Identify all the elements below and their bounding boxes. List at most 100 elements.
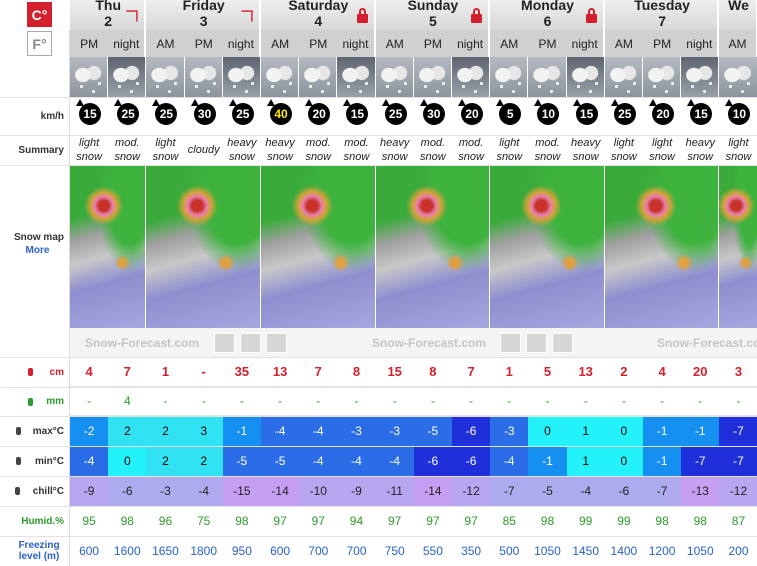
weather-icon xyxy=(604,57,643,97)
snowflake xyxy=(729,85,733,88)
lock-shackle xyxy=(587,8,595,16)
foot-cell xyxy=(299,328,338,357)
row-label: km/h xyxy=(40,110,64,122)
snowflake xyxy=(321,90,325,93)
expand-icon[interactable] xyxy=(126,10,138,22)
min-temp: -1 xyxy=(643,446,682,476)
snow-cell: - xyxy=(184,357,223,387)
min-temp: -4 xyxy=(490,446,529,476)
snow-cell: 7 xyxy=(452,357,491,387)
more-link[interactable]: More xyxy=(25,244,50,256)
day-name: Tuesday xyxy=(634,0,690,13)
snowflake xyxy=(385,85,389,88)
freezing-level: 1450 xyxy=(572,544,600,558)
rain-cell: - xyxy=(719,387,757,416)
freezing-level: 1050 xyxy=(534,544,561,558)
fahrenheit-button[interactable]: F° xyxy=(27,31,52,56)
snowflake xyxy=(747,82,751,85)
max-temp: -3 xyxy=(490,416,529,446)
summary: mod. snow xyxy=(114,137,141,163)
snowflake xyxy=(423,85,427,88)
snow-cell: 13 xyxy=(261,357,300,387)
chill-temp: -14 xyxy=(261,476,300,506)
lock-icon[interactable] xyxy=(585,14,597,23)
foot-cell xyxy=(337,328,376,357)
wind-arrow xyxy=(267,99,275,106)
wind-arrow xyxy=(496,99,505,106)
snowflake xyxy=(550,90,554,93)
snow-cell: 15 xyxy=(375,357,414,387)
map-control[interactable] xyxy=(552,333,573,353)
row-line xyxy=(0,536,757,537)
snow-map xyxy=(261,165,376,328)
period: AM xyxy=(604,30,643,57)
snowflake xyxy=(250,82,254,85)
lock-icon[interactable] xyxy=(356,14,368,23)
map-control[interactable] xyxy=(240,333,261,353)
snowflake xyxy=(206,90,210,93)
foot-cell xyxy=(681,328,720,357)
max-temp: 0 xyxy=(604,416,643,446)
wind-speed: 25 xyxy=(384,103,407,125)
summary: mod. snow xyxy=(458,137,484,163)
min-temp: 0 xyxy=(604,446,643,476)
day-name: Saturday xyxy=(288,0,349,13)
day-date: 4 xyxy=(314,13,323,29)
row-line xyxy=(0,97,757,98)
wind-arrow xyxy=(534,99,543,106)
snowflake xyxy=(168,90,172,93)
humidity: 98 xyxy=(120,514,134,528)
chill-temp: -12 xyxy=(719,476,757,506)
day-header xyxy=(604,0,720,30)
label-icon xyxy=(15,487,20,495)
min-temp: -5 xyxy=(222,446,261,476)
wind-speed: 25 xyxy=(117,103,140,125)
min-temp: -7 xyxy=(719,446,757,476)
humidity: 85 xyxy=(502,514,516,528)
celsius-button[interactable]: C° xyxy=(27,2,52,27)
weather-icon xyxy=(413,57,452,97)
period: PM xyxy=(643,30,682,57)
day-date: 2 xyxy=(104,13,113,29)
max-temp: -2 xyxy=(70,416,109,446)
weather-icon xyxy=(528,57,567,97)
day-header xyxy=(375,0,491,30)
row-label: cm xyxy=(49,366,64,378)
humidity: 75 xyxy=(197,514,211,528)
max-temp: -3 xyxy=(337,416,376,446)
expand-icon[interactable] xyxy=(241,10,253,22)
foot-cell xyxy=(413,328,452,357)
map-control[interactable] xyxy=(266,333,287,353)
foot-cell xyxy=(719,328,757,357)
period: night xyxy=(452,30,491,57)
lock-icon[interactable] xyxy=(471,14,483,23)
snowflake xyxy=(118,85,122,88)
weather-icon xyxy=(184,57,223,97)
period: night xyxy=(337,30,376,57)
map-control[interactable] xyxy=(500,333,521,353)
max-temp: -1 xyxy=(681,416,720,446)
rain-cell: - xyxy=(70,387,109,416)
snow-cell: 1 xyxy=(146,357,185,387)
snowflake xyxy=(98,82,101,85)
snow-map xyxy=(490,165,605,328)
snowflake xyxy=(194,85,198,88)
snow-map xyxy=(146,165,261,328)
rain-cell: - xyxy=(528,387,567,416)
snowflake xyxy=(232,85,236,88)
map-control[interactable] xyxy=(214,333,235,353)
min-temp: -7 xyxy=(681,446,720,476)
chill-temp: -9 xyxy=(337,476,376,506)
column-line xyxy=(69,30,70,566)
summary: heavy snow xyxy=(571,137,601,163)
map-control[interactable] xyxy=(526,333,547,353)
summary: heavy snow xyxy=(380,137,410,163)
summary: mod. snow xyxy=(305,137,332,163)
map-watermark: Snow-Forecast.com xyxy=(657,336,757,350)
snowflake xyxy=(556,82,560,85)
min-temp: -6 xyxy=(413,446,452,476)
snowflake xyxy=(614,85,618,88)
weather-icon xyxy=(452,57,491,97)
foot-cell xyxy=(643,328,682,357)
snow-cell: 5 xyxy=(528,357,567,387)
